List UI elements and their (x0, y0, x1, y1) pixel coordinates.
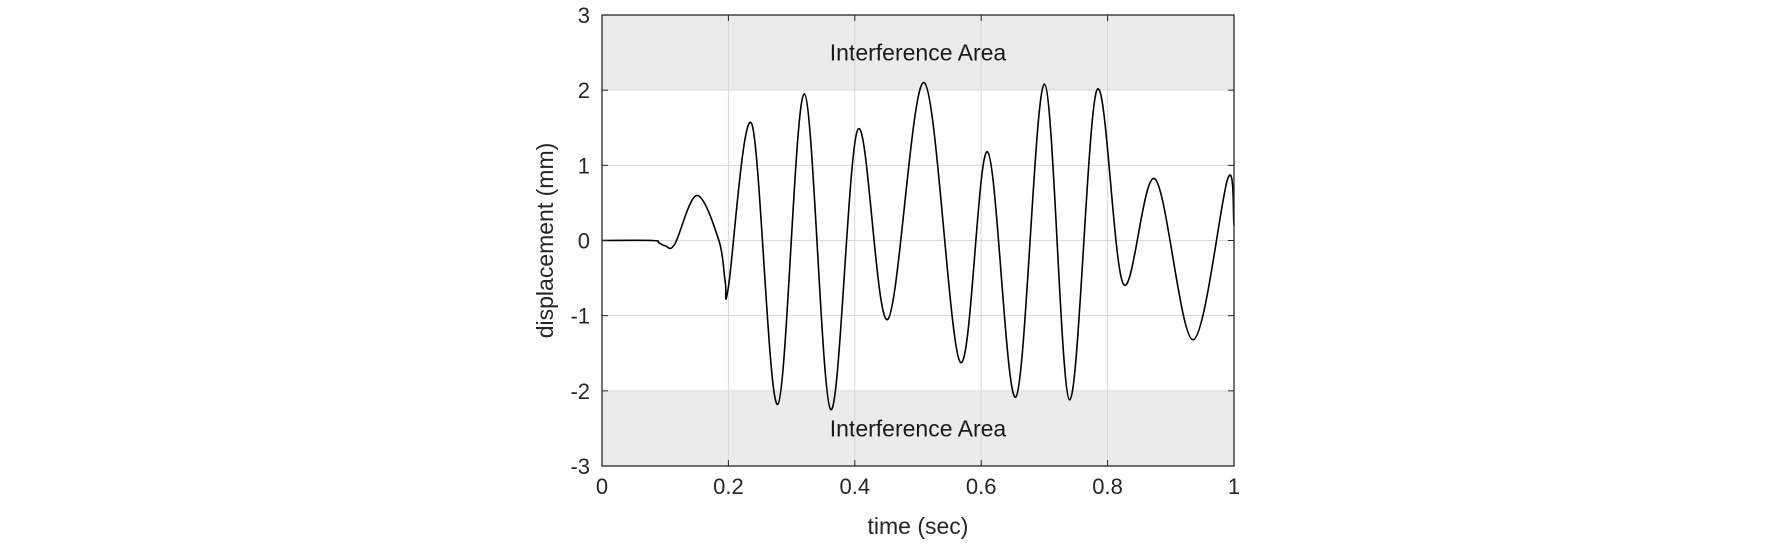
interference-band-label-1: Interference Area (830, 415, 1007, 441)
x-axis-label: time (sec) (868, 513, 969, 539)
series-line-0 (602, 82, 1234, 409)
y-tick-label-3: 0 (578, 229, 590, 254)
y-tick-label-4: 1 (578, 153, 590, 178)
y-axis-label: displacement (mm) (532, 143, 558, 339)
x-tick-label-4: 0.8 (1092, 474, 1123, 499)
x-tick-label-5: 1 (1228, 474, 1240, 499)
x-tick-label-2: 0.4 (840, 474, 871, 499)
y-tick-label-2: -1 (570, 304, 590, 329)
y-tick-label-6: 3 (578, 3, 590, 28)
interference-band-label-0: Interference Area (830, 40, 1007, 66)
x-tick-label-1: 0.2 (713, 474, 744, 499)
x-tick-label-0: 0 (596, 474, 608, 499)
x-tick-label-3: 0.6 (966, 474, 997, 499)
y-tick-label-0: -3 (570, 454, 590, 479)
series-layer (602, 82, 1234, 409)
y-tick-label-5: 2 (578, 78, 590, 103)
y-tick-label-1: -2 (570, 379, 590, 404)
